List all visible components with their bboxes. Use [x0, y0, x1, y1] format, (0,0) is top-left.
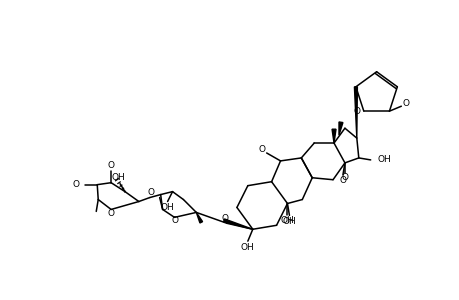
Polygon shape	[331, 129, 335, 143]
Polygon shape	[223, 219, 252, 229]
Text: O: O	[107, 209, 114, 218]
Text: O: O	[257, 146, 265, 154]
Text: OH: OH	[241, 243, 254, 252]
Text: O: O	[147, 188, 154, 197]
Polygon shape	[338, 122, 342, 135]
Text: O: O	[171, 216, 178, 225]
Text: O: O	[107, 161, 114, 170]
Text: O: O	[72, 180, 79, 189]
Polygon shape	[353, 87, 357, 138]
Text: OH: OH	[377, 155, 391, 164]
Text: O: O	[339, 176, 346, 185]
Text: OH: OH	[282, 217, 296, 226]
Text: OH: OH	[160, 203, 174, 212]
Text: O: O	[221, 214, 228, 223]
Text: OH: OH	[280, 216, 294, 225]
Text: O: O	[353, 107, 360, 116]
Text: OH: OH	[111, 173, 125, 182]
Polygon shape	[196, 212, 202, 223]
Text: O: O	[402, 99, 409, 108]
Text: O: O	[341, 173, 347, 182]
